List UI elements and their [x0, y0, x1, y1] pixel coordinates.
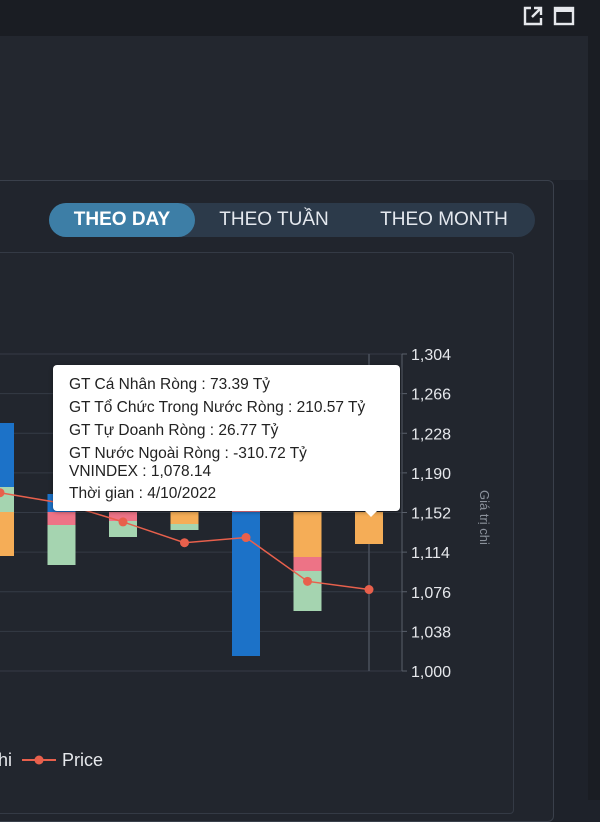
tooltip-row-thoi-gian: Thời gian : 4/10/2022	[69, 485, 217, 502]
bar-segment	[109, 512, 137, 521]
net-flow-chart: 1,304 1,266 1,228 1,190 1,152 1,114 1,076 1,038…	[0, 347, 451, 681]
y-tick-label: 1,038	[411, 624, 451, 641]
legend-price-marker[interactable]	[22, 752, 56, 768]
price-point	[364, 585, 374, 595]
tooltip: GT Cá Nhân Ròng : 73.39 Tỷ GT Tổ Chức Tr…	[53, 365, 400, 511]
tooltip-row-ca-nhan: GT Cá Nhân Ròng : 73.39 Tỷ	[69, 376, 271, 393]
y-axis-title: Giá trị chi	[477, 490, 492, 545]
y-tick-label: 1,266	[411, 387, 451, 404]
price-point	[303, 576, 312, 586]
y-tick-label: 1,152	[411, 506, 451, 523]
tooltip-row-tu-doanh: GT Tự Doanh Ròng : 26.77 Tỷ	[69, 422, 279, 439]
price-point	[241, 533, 251, 543]
y-tick-label: 1,000	[411, 664, 451, 681]
bar-segment	[170, 512, 199, 524]
header-strip	[0, 36, 588, 180]
bar-segment	[293, 512, 322, 557]
y-tick-label: 1,190	[411, 466, 451, 483]
price-point	[180, 538, 189, 548]
y-tick-label: 1,304	[411, 347, 451, 364]
scrollbar-track[interactable]	[588, 36, 600, 800]
bar-segment	[0, 423, 14, 487]
bar-segment	[293, 557, 322, 571]
y-tick-label: 1,076	[411, 585, 451, 602]
tab-theo-tuan[interactable]: THEO TUẦN	[219, 209, 329, 230]
price-point	[0, 488, 5, 498]
y-tick-label: 1,114	[411, 545, 450, 562]
tab-theo-month[interactable]: THEO MONTH	[380, 209, 508, 230]
bar-segment	[170, 524, 199, 530]
bar-segment	[47, 512, 76, 525]
tooltip-row-to-chuc: GT Tổ Chức Trong Nước Ròng : 210.57 Tỷ	[69, 399, 366, 416]
bar-segment	[47, 525, 76, 565]
tab-theo-day[interactable]: THEO DAY	[49, 203, 195, 237]
tooltip-arrow	[364, 510, 378, 517]
price-point	[118, 517, 128, 527]
bar-segment	[355, 512, 383, 544]
maximize-icon[interactable]	[553, 5, 575, 27]
top-bar	[0, 0, 600, 36]
tooltip-row-nuoc-ngoai: GT Nước Ngoài Ròng : -310.72 Tỷ	[69, 445, 307, 462]
open-external-icon[interactable]	[522, 5, 544, 27]
bar-segment	[0, 512, 14, 556]
tooltip-row-vnindex: VNINDEX : 1,078.14	[69, 463, 212, 480]
y-tick-label: 1,228	[411, 426, 451, 443]
period-tabs: THEO DAY THEO TUẦN THEO MONTH	[49, 203, 535, 237]
right-axis-ticks: 1,304 1,266 1,228 1,190 1,152 1,114 1,076 1,038…	[402, 347, 451, 681]
legend-item-partial[interactable]: hi	[0, 750, 13, 770]
legend-item-price[interactable]: Price	[62, 750, 104, 770]
